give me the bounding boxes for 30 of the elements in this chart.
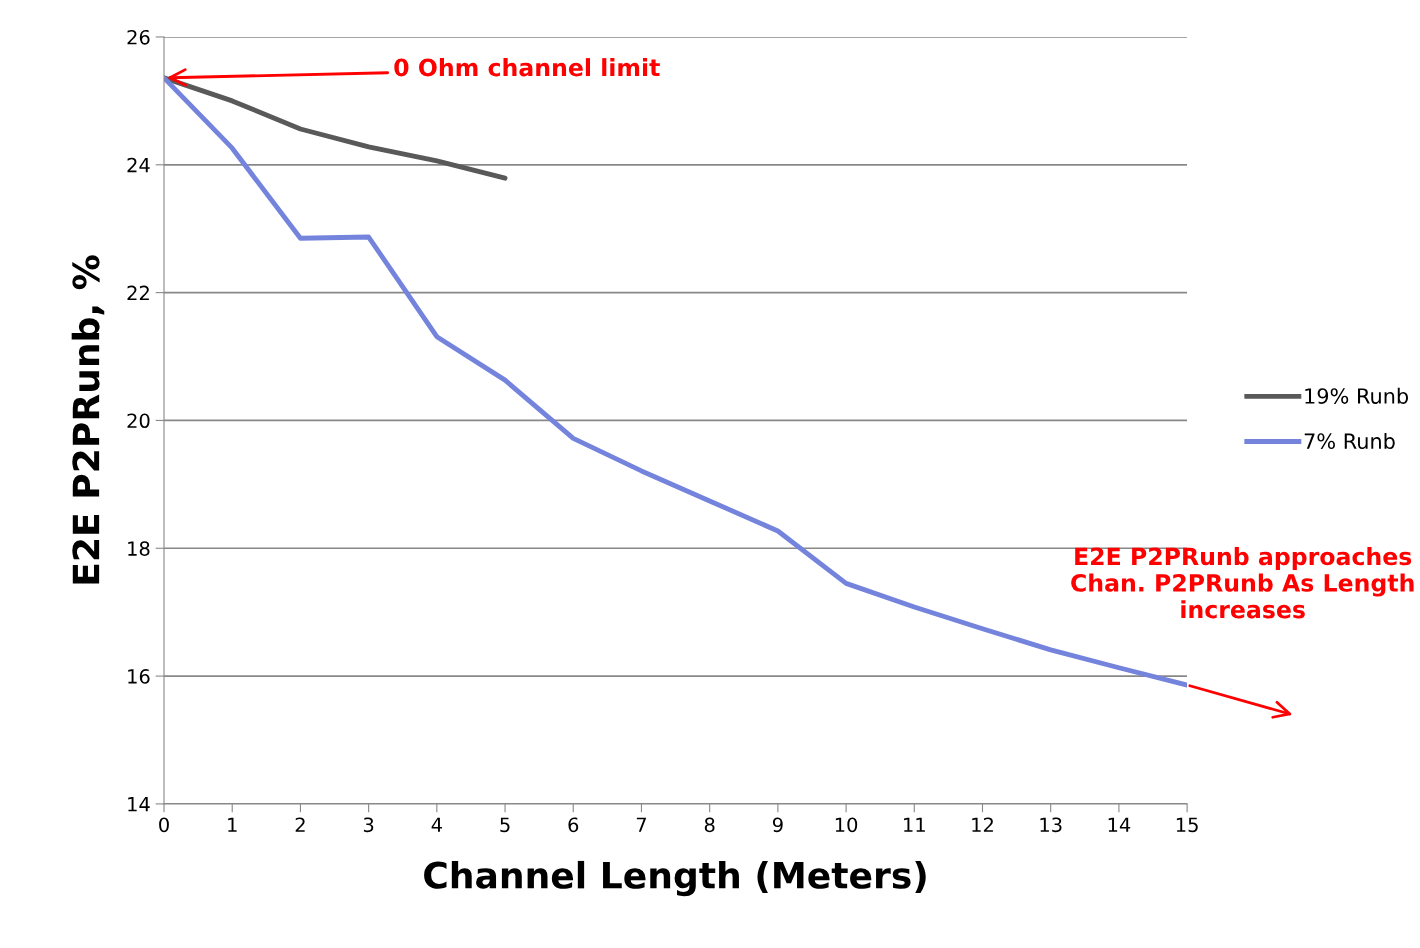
y-tick-label: 22 <box>127 285 149 300</box>
y-tick-label: 20 <box>127 413 150 429</box>
annotation: 0 Ohm channel limit <box>394 58 660 77</box>
x-axis-title: Channel Length (Meters) <box>424 860 926 897</box>
x-tick-label: 0 <box>159 817 169 833</box>
x-tick-label: 11 <box>904 817 925 832</box>
x-tick-label: 2 <box>295 817 305 832</box>
x-tick-label: 6 <box>568 817 579 833</box>
y-tick-label: 18 <box>128 541 150 556</box>
legend-label: 19% Runb <box>1305 387 1408 404</box>
x-tick-label: 15 <box>1176 817 1198 833</box>
x-tick-label: 9 <box>772 817 783 833</box>
y-tick-label: 16 <box>128 669 150 684</box>
x-tick-label: 7 <box>636 817 646 832</box>
x-tick-label: 3 <box>363 817 374 833</box>
y-tick-label: 24 <box>127 157 150 173</box>
y-axis-title: E2E P2PRunb, % <box>71 255 105 584</box>
x-tick-label: 1 <box>228 817 237 832</box>
legend-label: 7% Runb <box>1304 432 1395 450</box>
x-tick-label: 5 <box>500 817 510 833</box>
x-tick-label: 13 <box>1040 817 1062 833</box>
x-tick-label: 10 <box>835 817 858 833</box>
x-tick-label: 12 <box>972 817 993 832</box>
y-tick-label: 14 <box>128 797 150 812</box>
y-tick-label: 26 <box>127 29 150 45</box>
annotation: E2E P2PRunb approaches Chan. P2PRunb As Length increases <box>1071 547 1414 619</box>
x-tick-label: 8 <box>704 817 715 833</box>
line-series <box>164 75 508 181</box>
x-tick-label: 14 <box>1108 817 1131 832</box>
x-tick-label: 4 <box>431 817 442 832</box>
